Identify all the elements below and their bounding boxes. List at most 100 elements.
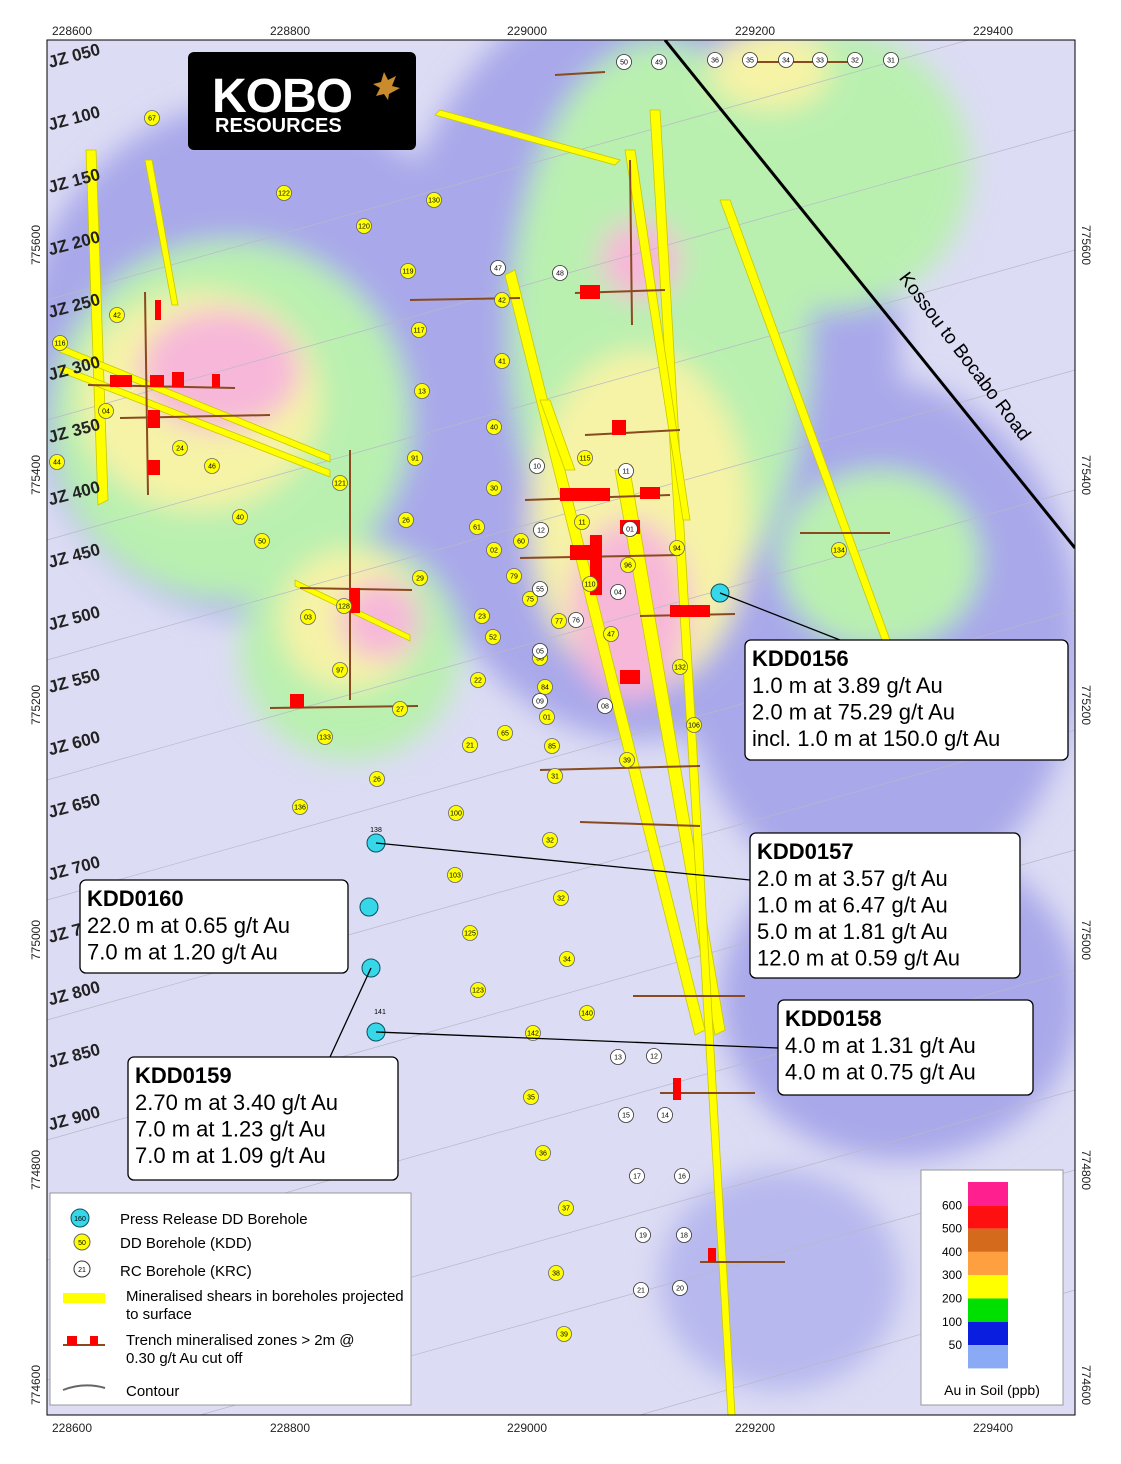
dd-borehole[interactable]	[544, 738, 560, 754]
rc-borehole[interactable]	[707, 52, 723, 68]
rc-borehole[interactable]	[657, 1107, 673, 1123]
dd-borehole[interactable]	[672, 659, 688, 675]
dd-borehole[interactable]	[486, 542, 502, 558]
rc-borehole[interactable]	[618, 463, 634, 479]
dd-borehole[interactable]	[547, 768, 563, 784]
dd-borehole[interactable]	[172, 440, 188, 456]
dd-borehole[interactable]	[486, 480, 502, 496]
dd-borehole[interactable]	[535, 1145, 551, 1161]
dd-borehole[interactable]	[551, 613, 567, 629]
dd-borehole[interactable]	[539, 709, 555, 725]
dd-borehole[interactable]	[204, 458, 220, 474]
dd-borehole[interactable]	[537, 679, 553, 695]
rc-borehole[interactable]	[635, 1227, 651, 1243]
dd-borehole[interactable]	[831, 542, 847, 558]
dd-borehole[interactable]	[686, 717, 702, 733]
rc-borehole[interactable]	[616, 54, 632, 70]
rc-borehole[interactable]	[490, 260, 506, 276]
dd-borehole[interactable]	[548, 1265, 564, 1281]
dd-borehole[interactable]	[494, 292, 510, 308]
dd-borehole[interactable]	[553, 890, 569, 906]
rc-borehole[interactable]	[674, 1168, 690, 1184]
dd-borehole[interactable]	[292, 799, 308, 815]
dd-borehole[interactable]	[317, 729, 333, 745]
dd-borehole[interactable]	[356, 218, 372, 234]
dd-borehole[interactable]	[109, 307, 125, 323]
dd-borehole[interactable]	[485, 629, 501, 645]
dd-borehole[interactable]	[574, 514, 590, 530]
rc-borehole[interactable]	[532, 643, 548, 659]
dd-borehole[interactable]	[332, 475, 348, 491]
rc-borehole[interactable]	[532, 581, 548, 597]
dd-borehole[interactable]	[144, 110, 160, 126]
dd-borehole[interactable]	[448, 805, 464, 821]
dd-borehole[interactable]	[412, 570, 428, 586]
dd-borehole[interactable]	[447, 867, 463, 883]
rc-borehole[interactable]	[883, 52, 899, 68]
dd-borehole[interactable]	[669, 540, 685, 556]
rc-borehole[interactable]	[847, 52, 863, 68]
rc-borehole[interactable]	[633, 1282, 649, 1298]
dd-borehole[interactable]	[98, 403, 114, 419]
dd-borehole[interactable]	[497, 725, 513, 741]
rc-borehole[interactable]	[629, 1168, 645, 1184]
rc-borehole[interactable]	[597, 698, 613, 714]
dd-borehole[interactable]	[470, 982, 486, 998]
dd-borehole[interactable]	[619, 752, 635, 768]
dd-borehole[interactable]	[411, 322, 427, 338]
dd-borehole[interactable]	[556, 1326, 572, 1342]
dd-borehole[interactable]	[486, 419, 502, 435]
dd-borehole[interactable]	[369, 771, 385, 787]
dd-borehole[interactable]	[474, 608, 490, 624]
dd-borehole[interactable]	[469, 519, 485, 535]
rc-borehole[interactable]	[552, 265, 568, 281]
dd-borehole[interactable]	[300, 609, 316, 625]
dd-borehole[interactable]	[254, 533, 270, 549]
dd-borehole[interactable]	[462, 925, 478, 941]
rc-borehole[interactable]	[742, 52, 758, 68]
dd-borehole[interactable]	[522, 591, 538, 607]
rc-borehole[interactable]	[646, 1048, 662, 1064]
dd-borehole[interactable]	[232, 509, 248, 525]
dd-borehole[interactable]	[276, 185, 292, 201]
rc-borehole[interactable]	[778, 52, 794, 68]
rc-borehole[interactable]	[622, 521, 638, 537]
dd-borehole[interactable]	[523, 1089, 539, 1105]
dd-borehole[interactable]	[426, 192, 442, 208]
dd-borehole[interactable]	[506, 568, 522, 584]
dd-borehole[interactable]	[336, 598, 352, 614]
dd-borehole[interactable]	[513, 533, 529, 549]
press-borehole[interactable]	[359, 897, 379, 917]
rc-borehole[interactable]	[610, 1049, 626, 1065]
rc-borehole[interactable]	[676, 1227, 692, 1243]
dd-borehole[interactable]	[542, 832, 558, 848]
dd-borehole[interactable]	[603, 626, 619, 642]
dd-borehole[interactable]	[414, 383, 430, 399]
dd-borehole[interactable]	[398, 512, 414, 528]
dd-borehole[interactable]	[559, 951, 575, 967]
rc-borehole[interactable]	[618, 1107, 634, 1123]
dd-borehole[interactable]	[407, 450, 423, 466]
rc-borehole[interactable]	[672, 1280, 688, 1296]
dd-borehole[interactable]	[332, 662, 348, 678]
dd-borehole[interactable]	[494, 353, 510, 369]
rc-borehole[interactable]	[610, 584, 626, 600]
dd-borehole[interactable]	[525, 1025, 541, 1041]
dd-borehole[interactable]	[400, 263, 416, 279]
dd-borehole[interactable]	[558, 1200, 574, 1216]
dd-borehole[interactable]	[392, 701, 408, 717]
dd-borehole[interactable]	[470, 672, 486, 688]
dd-borehole[interactable]	[49, 454, 65, 470]
rc-borehole[interactable]	[529, 458, 545, 474]
dd-borehole[interactable]	[579, 1005, 595, 1021]
dd-borehole[interactable]	[462, 737, 478, 753]
rc-borehole[interactable]	[812, 52, 828, 68]
rc-borehole[interactable]	[651, 54, 667, 70]
dd-borehole[interactable]	[582, 576, 598, 592]
rc-borehole[interactable]	[532, 693, 548, 709]
rc-borehole[interactable]	[533, 522, 549, 538]
dd-borehole[interactable]	[52, 335, 68, 351]
dd-borehole[interactable]	[577, 450, 593, 466]
rc-borehole[interactable]	[568, 612, 584, 628]
dd-borehole[interactable]	[620, 557, 636, 573]
